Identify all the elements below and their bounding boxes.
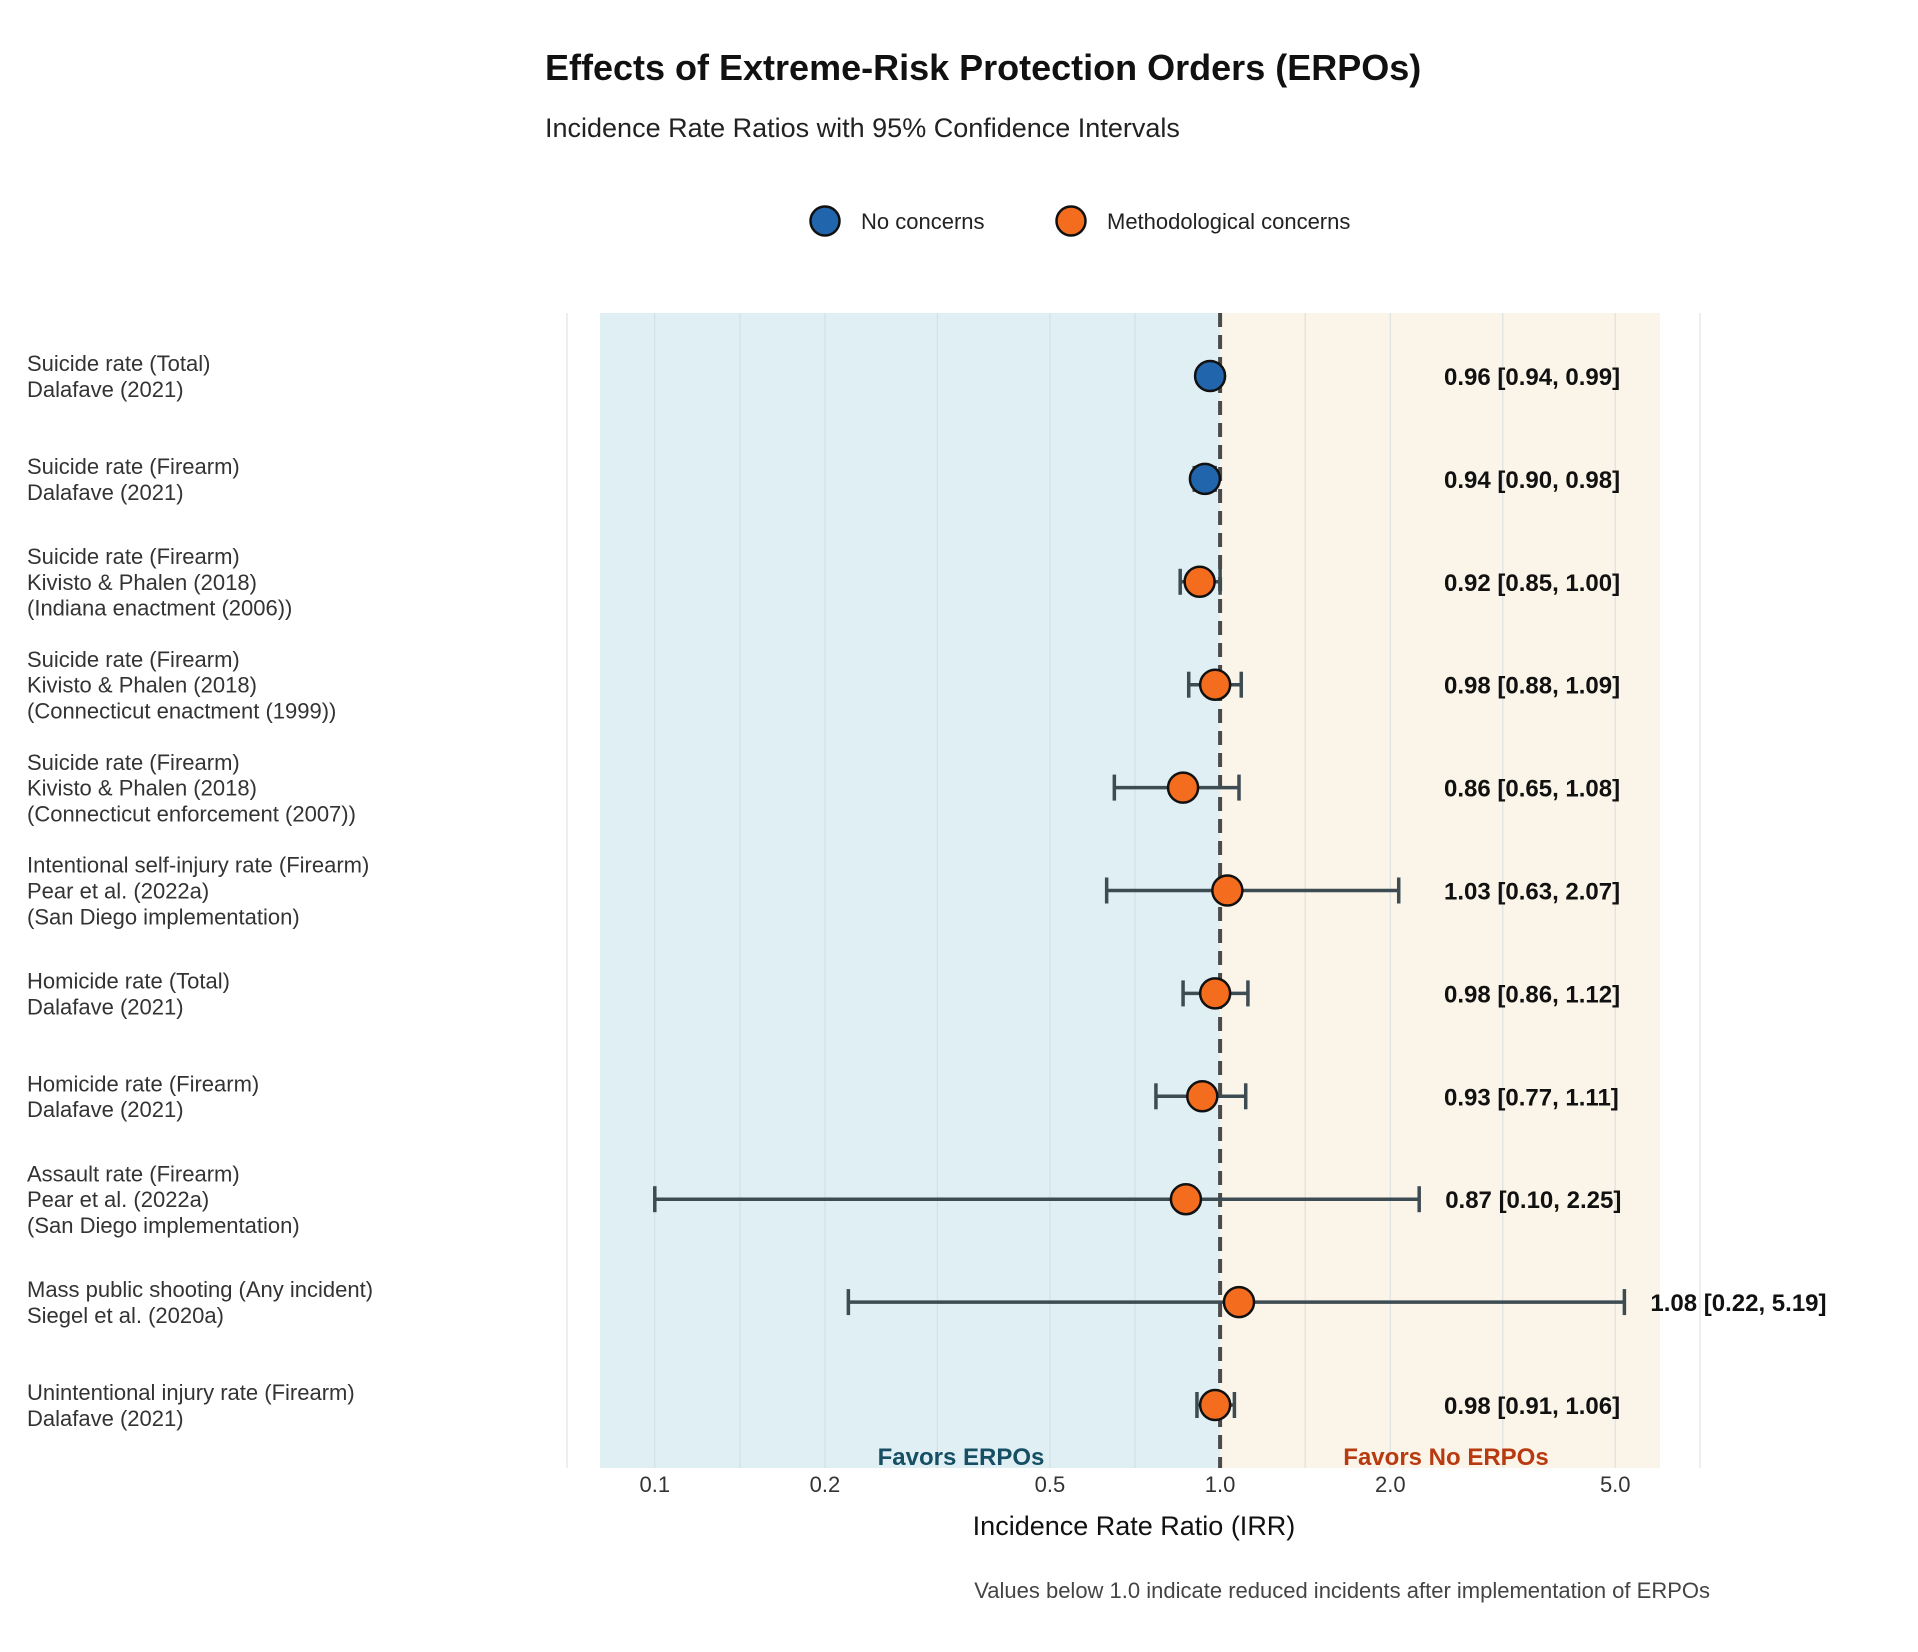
value-label: 0.98 [0.91, 1.06] (1444, 1393, 1620, 1420)
value-label: 0.98 [0.86, 1.12] (1444, 981, 1620, 1008)
chart-caption: Values below 1.0 indicate reduced incide… (974, 1578, 1710, 1603)
row-label-line: Homicide rate (Total) (27, 969, 230, 994)
estimate-point (1193, 359, 1227, 393)
x-tick-label: 2.0 (1375, 1472, 1406, 1497)
row-label-line: Suicide rate (Firearm) (27, 544, 240, 569)
row-label-line: Siegel et al. (2020a) (27, 1303, 224, 1328)
forest-row: Intentional self-injury rate (Firearm)Pe… (27, 853, 1620, 930)
row-label-line: Kivisto & Phalen (2018) (27, 570, 257, 595)
value-label: 0.93 [0.77, 1.11] (1444, 1084, 1619, 1111)
value-label: 0.86 [0.65, 1.08] (1444, 776, 1620, 803)
row-label-line: Assault rate (Firearm) (27, 1161, 240, 1186)
value-label: 0.87 [0.10, 2.25] (1445, 1187, 1621, 1214)
forest-row: Suicide rate (Firearm)Kivisto & Phalen (… (27, 544, 1620, 621)
forest-row: Assault rate (Firearm)Pear et al. (2022a… (27, 1161, 1621, 1238)
legend-marker (1055, 205, 1087, 237)
estimate-point (1183, 565, 1216, 599)
x-tick-label: 5.0 (1600, 1472, 1631, 1497)
forest-row: Suicide rate (Firearm)Kivisto & Phalen (… (27, 647, 1620, 724)
row-label-line: (Indiana enactment (2006)) (27, 596, 292, 621)
value-label: 0.96 [0.94, 0.99] (1444, 364, 1620, 391)
estimate-point (1166, 771, 1200, 804)
value-label: 1.03 [0.63, 2.07] (1444, 879, 1620, 906)
forest-row: Suicide rate (Firearm)Dalafave (2021) 0.9… (27, 454, 1620, 505)
legend: No concerns Methodological concerns (809, 205, 1350, 237)
x-tick-label: 0.1 (639, 1472, 670, 1497)
estimate-point (1198, 668, 1232, 701)
x-tick-label: 1.0 (1205, 1472, 1236, 1497)
row-label-line: Suicide rate (Firearm) (27, 750, 240, 775)
x-tick-label: 0.2 (810, 1472, 841, 1497)
plot-area: Favors ERPOs Favors No ERPOs Suicide rate … (27, 313, 1827, 1497)
row-label-line: Kivisto & Phalen (2018) (27, 776, 257, 801)
row-label-line: Dalafave (2021) (27, 480, 184, 505)
value-label: 0.92 [0.85, 1.00] (1444, 570, 1620, 597)
x-tick-label: 0.5 (1035, 1472, 1066, 1497)
forest-row: Suicide rate (Firearm)Kivisto & Phalen (… (27, 750, 1620, 827)
x-axis-label: Incidence Rate Ratio (IRR) (973, 1511, 1296, 1541)
value-label: 0.98 [0.88, 1.09] (1444, 673, 1620, 700)
favors-erpos-label: Favors ERPOs (878, 1444, 1045, 1471)
row-label-line: Dalafave (2021) (27, 1097, 184, 1122)
chart-title: Effects of Extreme-Risk Protection Order… (545, 47, 1421, 88)
row-label-line: Homicide rate (Firearm) (27, 1071, 259, 1096)
forest-row: Unintentional injury rate (Firearm)Dalaf… (27, 1380, 1620, 1431)
row-label-line: Mass public shooting (Any incident) (27, 1277, 373, 1302)
forest-row: Homicide rate (Total)Dalafave (2021) 0.98… (27, 969, 1620, 1020)
row-label-line: Kivisto & Phalen (2018) (27, 673, 257, 698)
legend-marker (809, 205, 841, 237)
row-label-line: Pear et al. (2022a) (27, 1187, 209, 1212)
forest-row: Homicide rate (Firearm)Dalafave (2021) 0.… (27, 1071, 1619, 1122)
row-label-line: Dalafave (2021) (27, 377, 184, 402)
value-label: 1.08 [0.22, 5.19] (1650, 1290, 1826, 1317)
row-label-line: (Connecticut enforcement (2007)) (27, 801, 356, 826)
favors-no-erpos-label: Favors No ERPOs (1343, 1444, 1548, 1471)
row-label-line: (San Diego implementation) (27, 1213, 300, 1238)
estimate-point (1186, 1080, 1219, 1113)
value-label: 0.94 [0.90, 0.98] (1444, 467, 1620, 494)
row-label-line: Suicide rate (Firearm) (27, 647, 240, 672)
row-label-line: Intentional self-injury rate (Firearm) (27, 853, 369, 878)
estimate-point (1169, 1182, 1203, 1216)
legend-item: No concerns (809, 205, 985, 237)
estimate-point (1188, 462, 1222, 496)
forest-row: Suicide rate (Total)Dalafave (2021) 0.96 … (27, 351, 1620, 402)
row-label-line: (San Diego implementation) (27, 904, 300, 929)
estimate-point (1211, 874, 1244, 907)
legend-item: Methodological concerns (1055, 205, 1350, 237)
forest-row: Mass public shooting (Any incident)Siege… (27, 1277, 1827, 1328)
row-label-line: Pear et al. (2022a) (27, 879, 209, 904)
row-label-line: Suicide rate (Total) (27, 351, 210, 376)
row-label-line: Unintentional injury rate (Firearm) (27, 1380, 355, 1405)
row-label-line: Dalafave (2021) (27, 1406, 184, 1431)
legend-label: Methodological concerns (1107, 209, 1350, 234)
estimate-point (1222, 1285, 1256, 1319)
row-label-line: Dalafave (2021) (27, 994, 184, 1019)
legend-label: No concerns (861, 209, 985, 234)
row-label-line: (Connecticut enactment (1999)) (27, 699, 336, 724)
estimate-point (1198, 1388, 1232, 1422)
estimate-point (1198, 977, 1232, 1010)
row-label-line: Suicide rate (Firearm) (27, 454, 240, 479)
chart-subtitle: Incidence Rate Ratios with 95% Confidenc… (545, 113, 1180, 143)
